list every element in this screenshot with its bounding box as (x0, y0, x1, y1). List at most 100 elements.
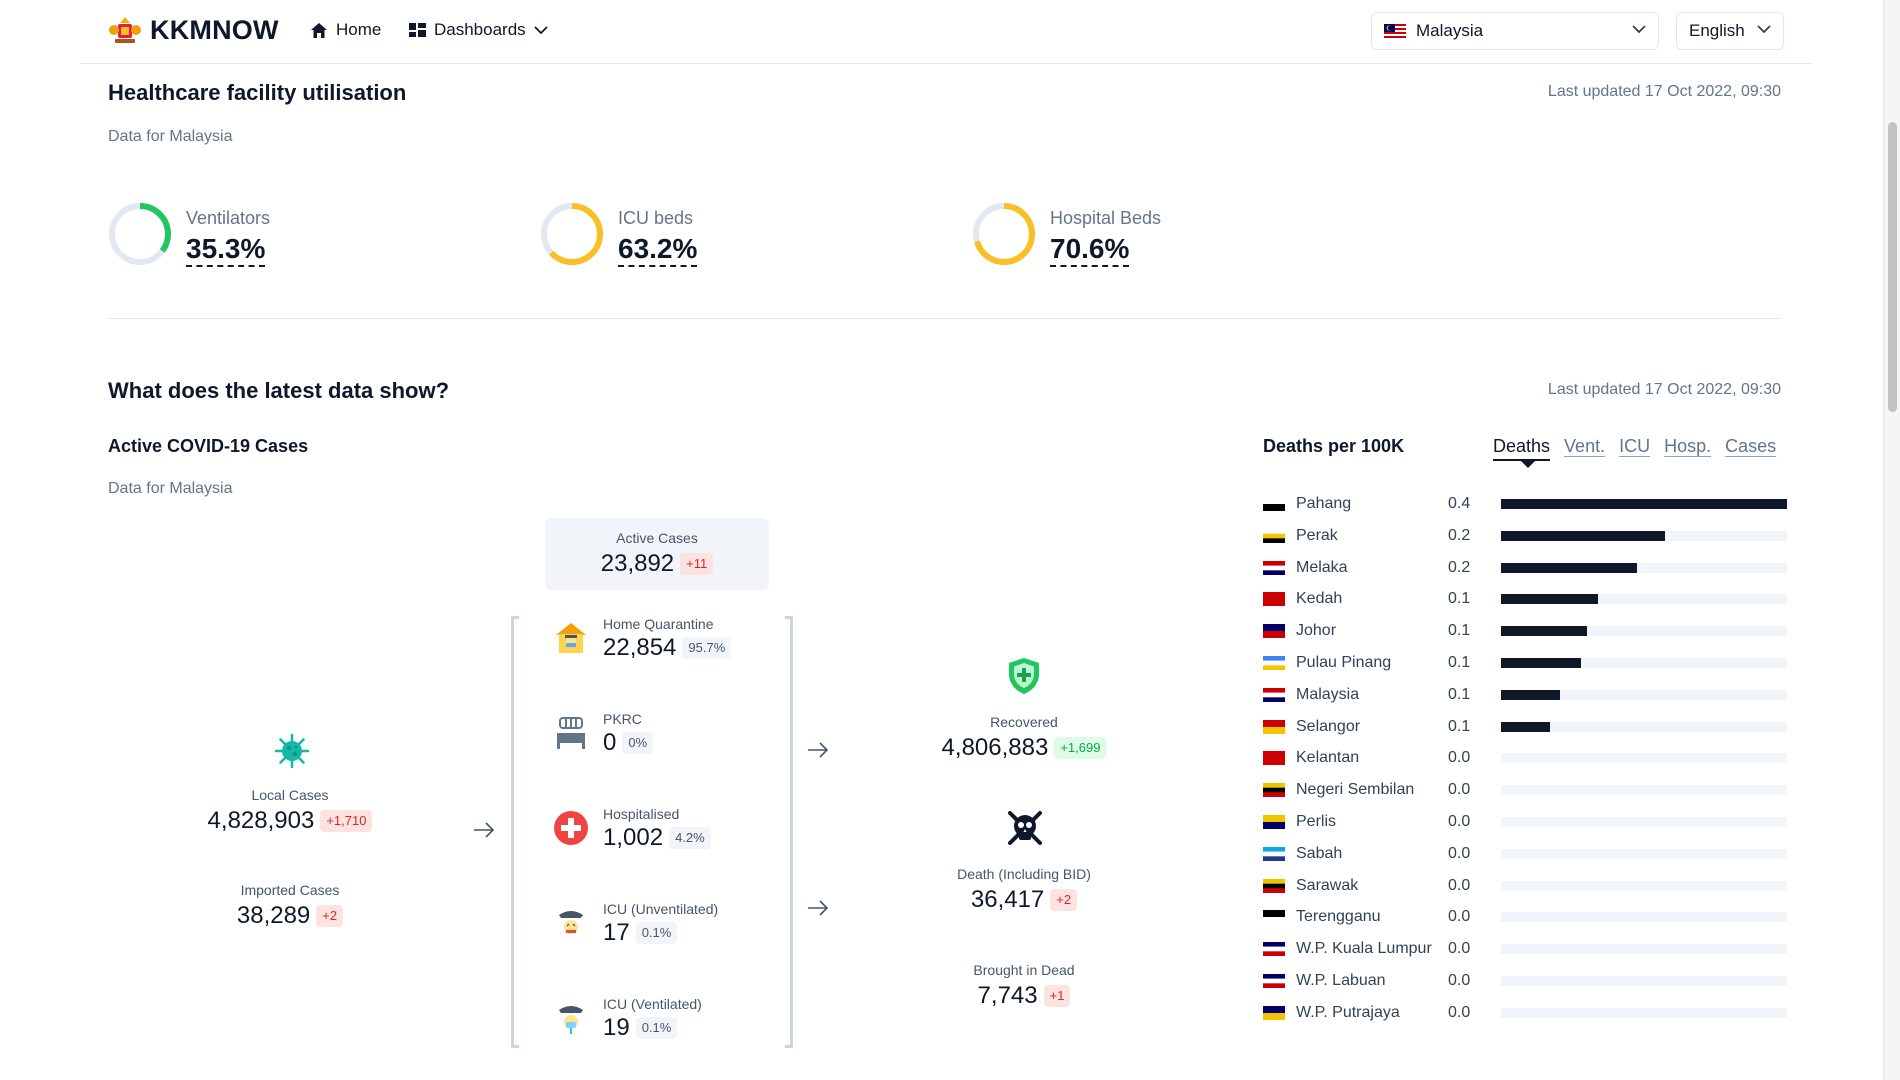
tab-vent[interactable]: Vent. (1564, 436, 1606, 456)
brought-in-dead-stat: Brought in Dead 7,743 +1 (924, 962, 1124, 1010)
skull-crossbones-icon (1008, 811, 1042, 845)
section-divider (108, 318, 1781, 319)
imported-cases-stat: Imported Cases 38,289 +2 (190, 882, 390, 930)
state-flag-icon (1263, 878, 1285, 893)
recovered-stat: Recovered 4,806,883 +1,699 (924, 714, 1124, 762)
local-cases-delta: +1,710 (320, 810, 373, 832)
state-flag-icon (1263, 783, 1285, 798)
imported-cases-delta: +2 (316, 905, 344, 927)
bar-label: Kedah (1296, 590, 1343, 608)
icu-ventilated-pct: 0.1% (635, 1017, 678, 1039)
arrow-right-icon (474, 822, 495, 838)
tab-icu[interactable]: ICU (1619, 436, 1651, 456)
bar-row: Perlis 0.0 (1263, 812, 1787, 832)
bar-row: Negeri Sembilan 0.0 (1263, 780, 1787, 800)
bar-label: Johor (1296, 622, 1337, 640)
tab-hosp[interactable]: Hosp. (1664, 436, 1712, 456)
recovered-label: Recovered (990, 714, 1058, 730)
scrollbar-thumb[interactable] (1888, 122, 1897, 412)
latest-title: What does the latest data show? (108, 378, 450, 403)
bar (1501, 689, 1560, 700)
medical-cross-icon (554, 811, 588, 845)
ventilators-ring (109, 203, 171, 265)
bar (1501, 721, 1551, 732)
bar (1501, 626, 1587, 637)
chevron-down-icon (1632, 25, 1646, 34)
nav-home[interactable]: Home (310, 20, 381, 40)
utilisation-subtitle: Data for Malaysia (108, 128, 233, 145)
tab-cases[interactable]: Cases (1725, 436, 1777, 456)
state-flag-icon (1263, 528, 1285, 543)
scrollbar[interactable] (1883, 0, 1900, 1080)
death-delta: +2 (1050, 889, 1078, 911)
top-navbar: KKMNOW Home Dashboards Malaysia English (80, 0, 1812, 64)
home-quarantine-value: 22,854 (603, 634, 677, 661)
bar-track (1501, 626, 1787, 637)
bar-row: W.P. Kuala Lumpur 0.0 (1263, 939, 1787, 959)
bar-label: Pahang (1296, 495, 1352, 512)
bar-row: Kelantan 0.0 (1263, 748, 1787, 768)
dashboard-icon (409, 23, 426, 37)
hospital-beds-value[interactable]: 70.6% (1050, 233, 1130, 267)
bar (1501, 658, 1582, 668)
ventilators-stat: Ventilators 35.3% (108, 202, 270, 267)
state-flag-icon (1263, 974, 1285, 988)
brand-name: KKMNOW (150, 14, 279, 45)
bed-icon (557, 717, 585, 749)
bar-row: Johor 0.1 (1263, 621, 1787, 641)
icu-patient-icon (559, 911, 583, 934)
icu-beds-value[interactable]: 63.2% (618, 233, 698, 267)
bar-value-label: 0.1 (1448, 685, 1471, 703)
hospitalised-pct: 4.2% (669, 827, 711, 849)
icu-unventilated-label: ICU (Unventilated) (603, 901, 719, 917)
bar-row: Terengganu 0.0 (1263, 907, 1787, 927)
recovered-delta: +1,699 (1054, 737, 1107, 759)
malaysia-flag-icon (1384, 24, 1406, 38)
bar-track (1501, 530, 1787, 541)
bar-value-label: 0.0 (1448, 908, 1471, 926)
home-quarantine-stat: Home Quarantine 22,854 95.7% (553, 616, 732, 662)
tab-deaths[interactable]: Deaths (1493, 436, 1551, 468)
bar-row: Perak 0.2 (1263, 526, 1787, 546)
virus-icon (274, 733, 310, 769)
bar-row: Sarawak 0.0 (1263, 876, 1787, 896)
bar-track (1501, 785, 1787, 796)
logo[interactable]: KKMNOW (108, 14, 279, 46)
nav-home-label: Home (336, 20, 382, 39)
bar-label: Melaka (1296, 558, 1348, 576)
nav-dashboards[interactable]: Dashboards (409, 20, 548, 40)
bar-value-label: 0.0 (1448, 749, 1471, 767)
active-cases-card: Active Cases 23,892 +11 (545, 518, 769, 590)
hospitalised-label: Hospitalised (603, 806, 680, 822)
ventilators-value[interactable]: 35.3% (186, 233, 266, 267)
state-flag-icon (1263, 942, 1285, 957)
hospitalised-value: 1,002 (603, 824, 664, 851)
state-flag-icon (1263, 592, 1285, 607)
brought-in-dead-delta: +1 (1043, 985, 1071, 1007)
bar-row: Pulau Pinang 0.1 (1263, 653, 1787, 673)
bar-label: Sabah (1296, 844, 1343, 862)
shield-plus-icon (1009, 658, 1039, 694)
country-select[interactable]: Malaysia (1371, 12, 1659, 50)
death-stat: Death (Including BID) 36,417 +2 (924, 866, 1124, 914)
bar-track (1501, 848, 1787, 859)
state-flag-icon (1263, 1005, 1285, 1020)
icu-ventilated-stat: ICU (Ventilated) 19 0.1% (553, 996, 702, 1042)
bar-track (1501, 499, 1787, 509)
recovered-value: 4,806,883 (941, 734, 1049, 761)
bar-value-label: 0.0 (1448, 844, 1471, 862)
bar-value-label: 0.2 (1448, 526, 1471, 544)
bar-row: Selangor 0.1 (1263, 717, 1787, 737)
language-select[interactable]: English (1676, 12, 1784, 50)
state-flag-icon (1263, 751, 1285, 766)
hospital-beds-ring (973, 203, 1035, 265)
state-flag-icon (1263, 497, 1285, 511)
state-flag-icon (1263, 910, 1285, 925)
utilisation-title: Healthcare facility utilisation (108, 80, 407, 105)
death-label: Death (Including BID) (957, 866, 1091, 882)
bar-track (1501, 976, 1787, 986)
pkrc-stat: PKRC 0 0% (553, 711, 654, 757)
chevron-down-icon (534, 25, 548, 34)
country-select-value: Malaysia (1416, 21, 1484, 40)
bar-value-label: 0.1 (1448, 590, 1471, 608)
